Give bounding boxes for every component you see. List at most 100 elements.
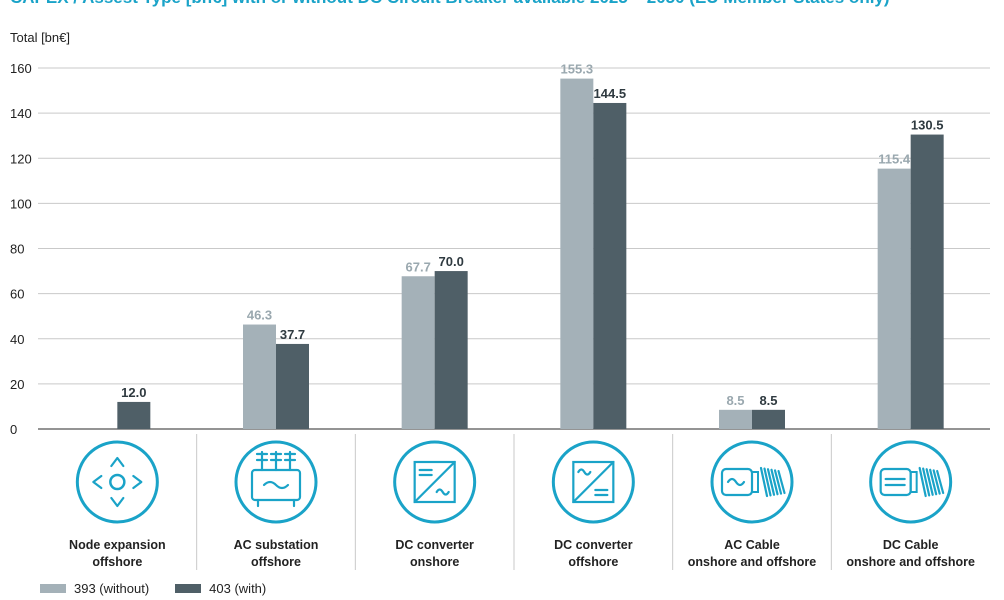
category-label: onshore [410, 555, 459, 569]
icon-shape [759, 466, 769, 498]
icon-shape [922, 467, 931, 497]
ac-cable-icon [710, 440, 794, 524]
icon-shape [132, 474, 143, 490]
category-label: DC converter [554, 538, 633, 552]
bar [401, 276, 435, 429]
data-label: 46.3 [247, 308, 272, 323]
bar [117, 401, 151, 429]
y-axis-ticks: 0 20 40 60 80 100 120 140 160 [10, 61, 32, 437]
icon-shape [269, 450, 283, 472]
y-tick-label: 40 [10, 332, 24, 347]
category-label: onshore and offshore [846, 555, 975, 569]
bar [593, 102, 627, 430]
data-label: 37.7 [280, 327, 305, 342]
category-labels: Node expansion offshore AC substation offsh… [69, 538, 975, 569]
icon-shape [572, 460, 615, 504]
icon-shape [413, 460, 456, 504]
legend-swatch-with [175, 584, 202, 593]
bar [719, 409, 752, 429]
y-tick-label: 120 [10, 151, 32, 166]
icon-shape [110, 496, 125, 508]
icon-shape [936, 469, 945, 495]
icon-shape [435, 488, 450, 496]
y-tick-label: 20 [10, 377, 24, 392]
category-icons [75, 440, 953, 524]
icon-shape [770, 468, 779, 496]
icon-shape [418, 468, 433, 477]
data-label: 12.0 [121, 385, 146, 400]
node-expansion-icon [75, 440, 159, 524]
category-label: offshore [251, 555, 301, 569]
bar [434, 271, 468, 429]
icon-shape [92, 474, 103, 490]
icon-shape [262, 480, 290, 490]
icon-shape [109, 473, 126, 491]
bar [560, 78, 594, 430]
y-tick-label: 80 [10, 242, 24, 257]
bar [243, 324, 276, 429]
y-tick-label: 140 [10, 106, 32, 121]
dc-converter-offshore-icon [551, 440, 635, 524]
category-label: Node expansion [69, 538, 166, 552]
icon-shape [255, 450, 269, 472]
category-label: DC Cable [883, 538, 939, 552]
category-label: AC Cable [724, 538, 780, 552]
icon-shape [283, 450, 297, 472]
bar-chart: Total [bn€] 0 20 40 60 80 100 120 140 160 12.0 46… [10, 30, 990, 570]
bar [877, 168, 911, 429]
icon-shape [751, 471, 759, 493]
y-axis-label: Total [bn€] [10, 30, 70, 45]
icon-shape [256, 498, 296, 508]
icon-shape [766, 468, 776, 496]
data-label: 8.5 [726, 393, 744, 408]
y-tick-label: 60 [10, 287, 24, 302]
dc-converter-onshore-icon [393, 440, 477, 524]
icon-shape [929, 468, 938, 496]
icon-shape [726, 477, 746, 487]
icon-shape [572, 460, 615, 504]
icon-ring [710, 440, 794, 524]
icon-ring [234, 440, 318, 524]
icon-shape [879, 467, 912, 497]
category-label: offshore [92, 555, 142, 569]
icon-shape [110, 456, 125, 468]
category-label: offshore [568, 555, 618, 569]
bars [117, 78, 944, 430]
icon-shape [594, 488, 609, 497]
category-label: DC converter [395, 538, 474, 552]
data-label: 8.5 [759, 393, 777, 408]
ac-substation-icon [234, 440, 318, 524]
icon-ring [75, 440, 159, 524]
data-label: 70.0 [439, 254, 464, 269]
icon-shape [773, 469, 783, 495]
bar [910, 134, 944, 429]
icon-shape [413, 460, 456, 504]
data-label: 115.4 [878, 152, 911, 167]
icon-shape [918, 466, 927, 498]
y-tick-label: 100 [10, 196, 32, 211]
icon-ring [551, 440, 635, 524]
data-label: 144.5 [594, 86, 627, 101]
gridlines [38, 67, 990, 570]
icon-shape [909, 471, 918, 493]
icon-shape [884, 477, 906, 487]
icon-shape [763, 467, 772, 497]
icon-ring [869, 440, 953, 524]
icon-shape [777, 469, 786, 495]
category-label: onshore and offshore [688, 555, 817, 569]
chart-title: CAPEX / Assest Type [bn€] with or withou… [10, 0, 1000, 10]
data-label: 67.7 [406, 259, 431, 274]
bar [276, 343, 309, 429]
icon-shape [925, 468, 934, 496]
dc-cable-icon [869, 440, 953, 524]
legend: 393 (without) 403 (with) [40, 581, 266, 596]
bar [752, 409, 785, 429]
legend-item-with: 403 (with) [175, 581, 266, 596]
legend-item-without: 393 (without) [40, 581, 149, 596]
icon-shape [577, 468, 592, 476]
data-label: 130.5 [911, 118, 944, 133]
icon-ring [393, 440, 477, 524]
icon-shape [932, 469, 941, 495]
legend-label-with: 403 (with) [209, 581, 267, 596]
